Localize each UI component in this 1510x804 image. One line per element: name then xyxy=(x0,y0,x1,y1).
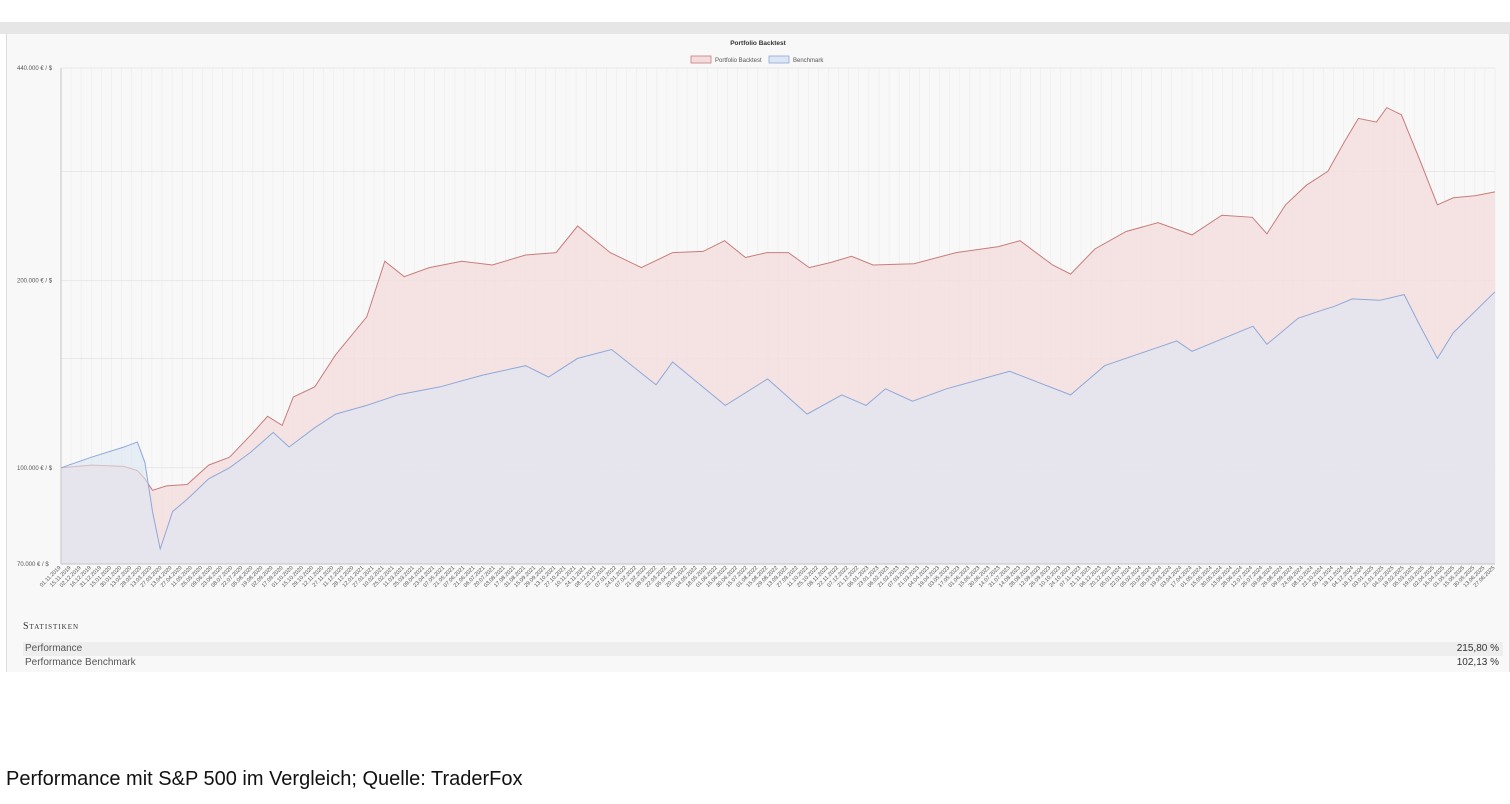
y-tick-label: 70.000 € / $ xyxy=(17,562,49,568)
portfolio-backtest-chart: 440.000 € / $ 200.000 € / $ 100.000 € / $ 7… xyxy=(17,40,1496,589)
stat-label: Performance Benchmark xyxy=(25,657,136,668)
chart-title: Portfolio Backtest xyxy=(730,40,786,47)
benchmark-area xyxy=(61,291,1495,564)
y-tick-label: 100.000 € / $ xyxy=(17,466,53,472)
legend-swatch-benchmark xyxy=(768,55,790,64)
stat-label: Performance xyxy=(25,643,83,654)
statistics-title: Statistiken xyxy=(23,621,80,632)
portfolio-line xyxy=(60,106,1496,491)
chart-panel: 440.000 € / $ 200.000 € / $ 100.000 € / $ 7… xyxy=(6,34,1510,672)
stat-value: 102,13 % xyxy=(1456,657,1499,668)
y-tick-label: 440.000 € / $ xyxy=(17,66,53,72)
stat-value: 215,80 % xyxy=(1456,643,1499,654)
benchmark-line xyxy=(60,291,1496,551)
top-band xyxy=(0,22,1510,34)
figure-caption: Performance mit S&P 500 im Vergleich; Qu… xyxy=(6,768,523,790)
legend-swatch-portfolio xyxy=(690,55,712,64)
legend-label-portfolio: Portfolio Backtest xyxy=(715,58,762,64)
legend-label-benchmark: Benchmark xyxy=(793,58,824,64)
stat-row-performance-benchmark: Performance Benchmark 102,13 % xyxy=(23,656,1503,670)
stat-row-performance: Performance 215,80 % xyxy=(23,642,1503,656)
statistics-section: Statistiken Performance 215,80 % Perform… xyxy=(23,620,1503,670)
y-tick-label: 200.000 € / $ xyxy=(17,279,53,285)
